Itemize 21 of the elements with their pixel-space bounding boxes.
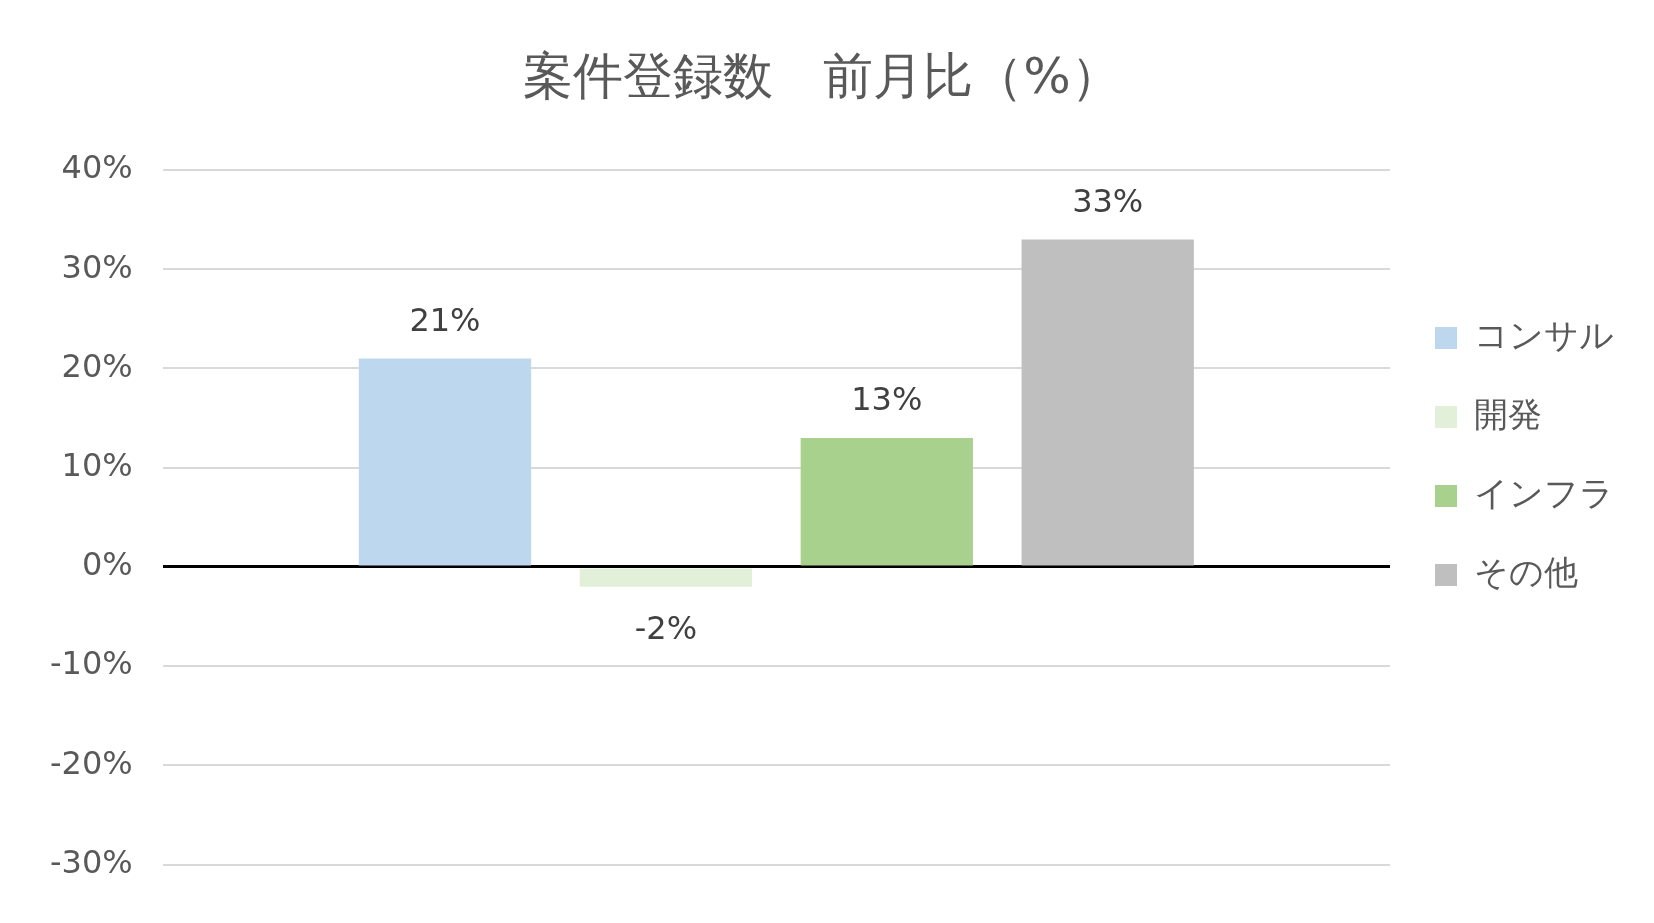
bar bbox=[1021, 239, 1194, 566]
chart-title: 案件登録数 前月比（%） bbox=[523, 46, 1121, 105]
y-tick-label: 0% bbox=[81, 545, 133, 584]
data-label: 21% bbox=[409, 300, 481, 339]
data-label: -2% bbox=[634, 609, 698, 648]
y-tick-label: 20% bbox=[61, 346, 133, 385]
y-tick-label: -10% bbox=[50, 644, 133, 683]
y-tick-label: 30% bbox=[61, 247, 133, 286]
y-tick-label: -30% bbox=[50, 842, 133, 881]
data-label: 13% bbox=[851, 380, 923, 419]
bar bbox=[358, 358, 532, 566]
y-tick-label: 10% bbox=[61, 446, 133, 484]
bar bbox=[579, 568, 753, 587]
legend-label: その他 bbox=[1474, 551, 1578, 592]
legend-label: インフラ bbox=[1474, 472, 1614, 513]
y-tick-label: 40% bbox=[61, 148, 133, 187]
legend-label: コンサル bbox=[1474, 314, 1614, 355]
data-label: 33% bbox=[1072, 181, 1144, 220]
bar bbox=[800, 437, 973, 566]
y-tick-label: -20% bbox=[50, 743, 133, 782]
legend-label: 開発 bbox=[1474, 393, 1542, 434]
